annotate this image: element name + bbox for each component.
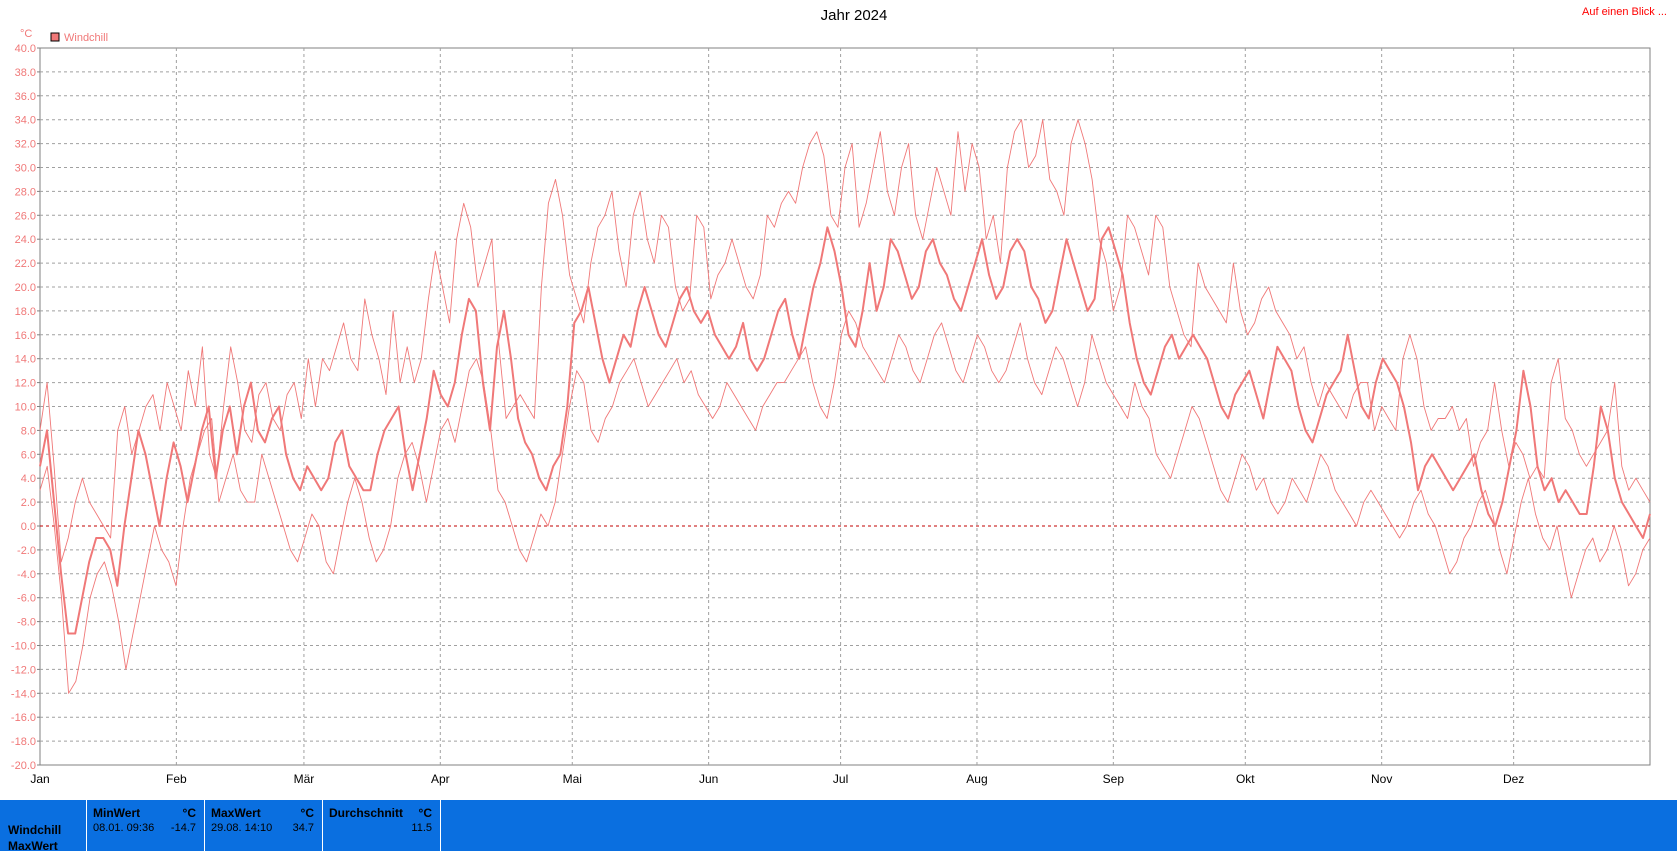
x-tick-label: Feb (166, 772, 187, 786)
legend-label-windchill: Windchill (64, 32, 108, 44)
overview-link[interactable]: Auf einen Blick ... (1582, 6, 1667, 18)
x-tick-label: Jan (30, 772, 49, 786)
y-unit-label: °C (20, 28, 32, 40)
stats-max-value: 34.7 (292, 822, 314, 834)
grid-lines (40, 48, 1650, 765)
legend-swatch (50, 32, 60, 42)
x-tick-label: Jun (699, 772, 718, 786)
x-tick-label: Nov (1371, 772, 1392, 786)
y-tick-label: -6.0 (17, 593, 36, 605)
y-tick-label: 22.0 (15, 258, 36, 270)
y-tick-label: 2.0 (21, 497, 36, 509)
series-group (39, 119, 1651, 694)
stats-min-value: -14.7 (170, 822, 196, 834)
y-tick-label: 18.0 (15, 306, 36, 318)
y-tick-label: 10.0 (15, 402, 36, 414)
series-line-min (39, 310, 1651, 694)
stats-min-time: 09:36 (126, 822, 155, 834)
stats-min-label: MinWert (93, 806, 141, 820)
stats-max-date: 29.08. (211, 822, 242, 834)
y-tick-label: 40.0 (15, 43, 36, 55)
series-line-max (39, 119, 1651, 563)
stats-avg-unit: °C (418, 806, 432, 820)
x-tick-label: Aug (966, 772, 987, 786)
y-tick-label: 34.0 (15, 115, 36, 127)
stats-min-unit: °C (182, 806, 196, 820)
statistics-bar: Windchill MaxWert MinWert °C 08.01. 09:36… (0, 800, 1677, 853)
stats-min-cell: MinWert °C 08.01. 09:36 -14.7 (86, 800, 204, 851)
y-tick-label: 8.0 (21, 425, 36, 437)
y-tick-label: 36.0 (15, 91, 36, 103)
x-tick-label: Jul (833, 772, 848, 786)
y-tick-label: -12.0 (11, 664, 36, 676)
series-line-mittel (39, 226, 1651, 635)
x-tick-label: Apr (431, 772, 450, 786)
x-axis-ticks: Jan Feb Mär Apr Mai Jun Jul Aug Sep Okt Nov Dez (30, 772, 1524, 786)
stats-max-unit: °C (300, 806, 314, 820)
x-tick-label: Okt (1236, 772, 1255, 786)
y-tick-label: 4.0 (21, 473, 36, 485)
y-tick-label: 14.0 (15, 354, 36, 366)
y-tick-label: -16.0 (11, 712, 36, 724)
y-tick-label: -8.0 (17, 617, 36, 629)
windchill-chart: Jahr 2024 Auf einen Blick ... °C Windchi… (11, 6, 1667, 786)
y-tick-label: -4.0 (17, 569, 36, 581)
stats-max-time: 14:10 (244, 822, 273, 834)
y-tick-label: -10.0 (11, 641, 36, 653)
stats-max-cell: MaxWert °C 29.08. 14:10 34.7 (204, 800, 322, 851)
x-tick-label: Mär (294, 772, 315, 786)
stats-avg-value: 11.5 (411, 822, 432, 834)
y-tick-label: 16.0 (15, 330, 36, 342)
y-tick-label: -20.0 (11, 760, 36, 772)
y-tick-label: 32.0 (15, 139, 36, 151)
stats-avg-cell: Durchschnitt °C 11.5 (322, 800, 440, 851)
stats-end-divider (440, 800, 441, 851)
y-tick-label: 38.0 (15, 67, 36, 79)
y-tick-label: 20.0 (15, 282, 36, 294)
y-tick-label: 0.0 (21, 521, 36, 533)
y-tick-label: 24.0 (15, 234, 36, 246)
stats-row-label-windchill: Windchill (8, 823, 62, 837)
y-axis-ticks: 40.0 38.0 36.0 34.0 32.0 30.0 28.0 26.0 24.0 22.0… (11, 43, 40, 772)
stats-avg-label: Durchschnitt (329, 806, 404, 820)
y-tick-label: 26.0 (15, 210, 36, 222)
y-tick-label: 28.0 (15, 186, 36, 198)
stats-row-label-maxwert: MaxWert (8, 839, 58, 853)
chart-title: Jahr 2024 (821, 7, 888, 24)
y-tick-label: -14.0 (11, 688, 36, 700)
stats-row-labels: Windchill MaxWert (0, 800, 86, 853)
y-tick-label: 30.0 (15, 163, 36, 175)
y-tick-label: 6.0 (21, 449, 36, 461)
stats-min-date: 08.01. (93, 822, 124, 834)
y-tick-label: -18.0 (11, 736, 36, 748)
y-tick-label: 12.0 (15, 378, 36, 390)
x-tick-label: Sep (1103, 772, 1125, 786)
x-tick-label: Mai (563, 772, 582, 786)
y-tick-label: -2.0 (17, 545, 36, 557)
stats-max-label: MaxWert (211, 806, 261, 820)
x-tick-label: Dez (1503, 772, 1524, 786)
